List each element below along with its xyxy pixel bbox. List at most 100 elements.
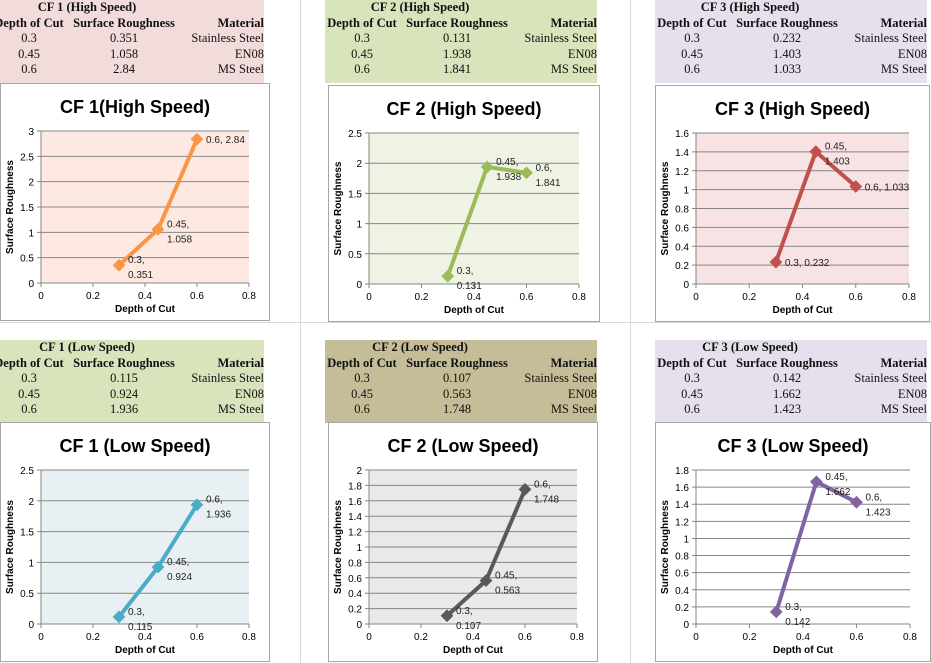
- table-cell[interactable]: 1.403: [772, 46, 802, 61]
- column-header[interactable]: Material: [217, 355, 264, 370]
- table-row: 0.3 0.351 Stainless Steel: [0, 31, 264, 47]
- column-header[interactable]: Surface Roughness: [406, 15, 508, 30]
- table-cell[interactable]: 0.3: [354, 31, 370, 45]
- table-cell[interactable]: 0.3: [21, 371, 37, 385]
- column-header[interactable]: Material: [880, 355, 927, 370]
- table-cell[interactable]: EN08: [567, 46, 597, 61]
- column-header[interactable]: Depth of Cut: [657, 15, 727, 30]
- table-cell[interactable]: 0.45: [681, 46, 703, 61]
- table-cell[interactable]: 0.6: [21, 62, 37, 76]
- table-cell[interactable]: MS Steel: [880, 402, 927, 416]
- table-cell[interactable]: 0.232: [772, 31, 802, 45]
- table-cell[interactable]: MS Steel: [550, 402, 597, 416]
- column-header[interactable]: Surface Roughness: [736, 15, 838, 30]
- table-cell[interactable]: 0.45: [351, 46, 373, 61]
- table-cell[interactable]: 0.131: [442, 31, 472, 45]
- column-header[interactable]: Depth of Cut: [657, 355, 727, 370]
- table-cell[interactable]: 1.936: [109, 402, 139, 416]
- table-title: CF 2 (High Speed): [370, 0, 470, 14]
- table-cell[interactable]: 0.3: [354, 371, 370, 385]
- table-cell[interactable]: 0.351: [109, 31, 139, 45]
- table-title: CF 3 (Low Speed): [702, 340, 798, 354]
- column-header[interactable]: Surface Roughness: [73, 355, 175, 370]
- table-title: CF 2 (Low Speed): [372, 340, 468, 354]
- table-cell[interactable]: 1.423: [772, 402, 802, 416]
- chart[interactable]: CF 2 (Low Speed) 0 0.2 0.4 0.6 0.8 1 1.2 1.4 1.6 1…: [328, 422, 598, 662]
- table-cell[interactable]: EN08: [897, 386, 927, 401]
- data-label: 1.938: [496, 172, 521, 183]
- data-label: 0.45,: [495, 571, 517, 582]
- table-cell[interactable]: Stainless Steel: [191, 31, 264, 45]
- table-cell[interactable]: 0.3: [21, 31, 37, 45]
- table-cell[interactable]: 0.3: [684, 371, 700, 385]
- table-cell[interactable]: 0.924: [109, 386, 139, 401]
- table-row: 0.6 1.748 MS Steel: [325, 402, 597, 418]
- data-point-marker: [112, 258, 126, 272]
- table-cell[interactable]: 0.115: [110, 371, 138, 385]
- column-header[interactable]: Material: [880, 15, 927, 30]
- chart[interactable]: CF 3 (Low Speed) 0 0.2 0.4 0.6 0.8 1 1.2 1.4 1.6 1…: [655, 422, 931, 662]
- chart[interactable]: CF 3 (High Speed) 0 0.2 0.4 0.6 0.8 1 1.2 1.4 1.6…: [655, 85, 930, 322]
- table-cell[interactable]: Stainless Steel: [854, 371, 927, 385]
- table-cell[interactable]: EN08: [897, 46, 927, 61]
- y-tick-label: 1.2: [675, 517, 689, 528]
- column-header[interactable]: Surface Roughness: [736, 355, 838, 370]
- table-cell[interactable]: 0.107: [442, 371, 472, 385]
- data-label: 0.6,: [534, 479, 551, 490]
- table-cell[interactable]: 1.662: [772, 386, 802, 401]
- table-row: 0.45 1.058 EN08: [0, 47, 264, 63]
- data-table: CF 3 (Low Speed) Depth of Cut Surface Roug…: [655, 340, 927, 423]
- column-header[interactable]: Surface Roughness: [406, 355, 508, 370]
- table-cell[interactable]: MS Steel: [217, 402, 264, 416]
- table-title: CF 1 (Low Speed): [39, 340, 135, 354]
- table-cell[interactable]: EN08: [234, 46, 264, 61]
- table-cell[interactable]: 0.142: [772, 371, 802, 385]
- table-cell[interactable]: 1.841: [442, 62, 472, 76]
- x-axis-label: Depth of Cut: [773, 645, 834, 656]
- table-cell[interactable]: 0.45: [18, 386, 40, 401]
- table-cell[interactable]: 0.45: [18, 46, 40, 61]
- table-cell[interactable]: Stainless Steel: [524, 371, 597, 385]
- table-cell[interactable]: 0.563: [442, 386, 472, 401]
- data-label: 0.115: [128, 622, 153, 633]
- column-header[interactable]: Material: [550, 15, 597, 30]
- chart[interactable]: CF 1 (Low Speed) 0 0.5 1 1.5 2 2.5 0 0.2 0.4 0.6 0.…: [0, 422, 270, 662]
- y-tick-label: 1: [683, 186, 689, 197]
- chart[interactable]: CF 2 (High Speed) 0 0.5 1 1.5 2 2.5 0 0.2 0.4 0.6 0…: [328, 85, 600, 322]
- y-tick-label: 2: [28, 497, 34, 508]
- column-header[interactable]: Depth of Cut: [0, 15, 64, 30]
- x-axis-label: Depth of Cut: [115, 304, 176, 315]
- table-cell[interactable]: EN08: [567, 386, 597, 401]
- table-cell[interactable]: 1.938: [442, 46, 472, 61]
- table-cell[interactable]: 1.748: [442, 402, 472, 416]
- table-cell[interactable]: Stainless Steel: [524, 31, 597, 45]
- table-cell[interactable]: 1.033: [772, 62, 802, 76]
- column-header[interactable]: Material: [550, 355, 597, 370]
- table-cell[interactable]: 0.3: [684, 31, 700, 45]
- table-cell[interactable]: Stainless Steel: [191, 371, 264, 385]
- table-cell[interactable]: 1.058: [109, 46, 139, 61]
- column-header[interactable]: Material: [217, 15, 264, 30]
- column-header[interactable]: Depth of Cut: [327, 15, 397, 30]
- table-cell[interactable]: 0.6: [354, 62, 370, 76]
- table-cell[interactable]: 2.84: [113, 62, 135, 76]
- y-tick-label: 0.8: [675, 205, 689, 216]
- table-cell[interactable]: 0.6: [684, 402, 700, 416]
- column-header[interactable]: Depth of Cut: [0, 355, 64, 370]
- y-tick-label: 2.5: [348, 129, 362, 140]
- column-header[interactable]: Depth of Cut: [327, 355, 397, 370]
- table-cell[interactable]: EN08: [234, 386, 264, 401]
- table-cell[interactable]: 0.45: [351, 386, 373, 401]
- y-tick-label: 0: [28, 279, 34, 290]
- table-cell[interactable]: Stainless Steel: [854, 31, 927, 45]
- table-cell[interactable]: MS Steel: [217, 62, 264, 76]
- table-cell[interactable]: 0.6: [684, 62, 700, 76]
- table-cell[interactable]: 0.45: [681, 386, 703, 401]
- table-cell[interactable]: MS Steel: [880, 62, 927, 76]
- table-cell[interactable]: 0.6: [354, 402, 370, 416]
- chart[interactable]: CF 1(High Speed) 0 0.5 1 1.5 2 2.5 3 0 0.2 0.4 0.6 0…: [0, 83, 270, 321]
- table-cell[interactable]: 0.6: [21, 402, 37, 416]
- table-cell[interactable]: MS Steel: [550, 62, 597, 76]
- column-header[interactable]: Surface Roughness: [73, 15, 175, 30]
- table-row: 0.45 1.662 EN08: [655, 387, 927, 403]
